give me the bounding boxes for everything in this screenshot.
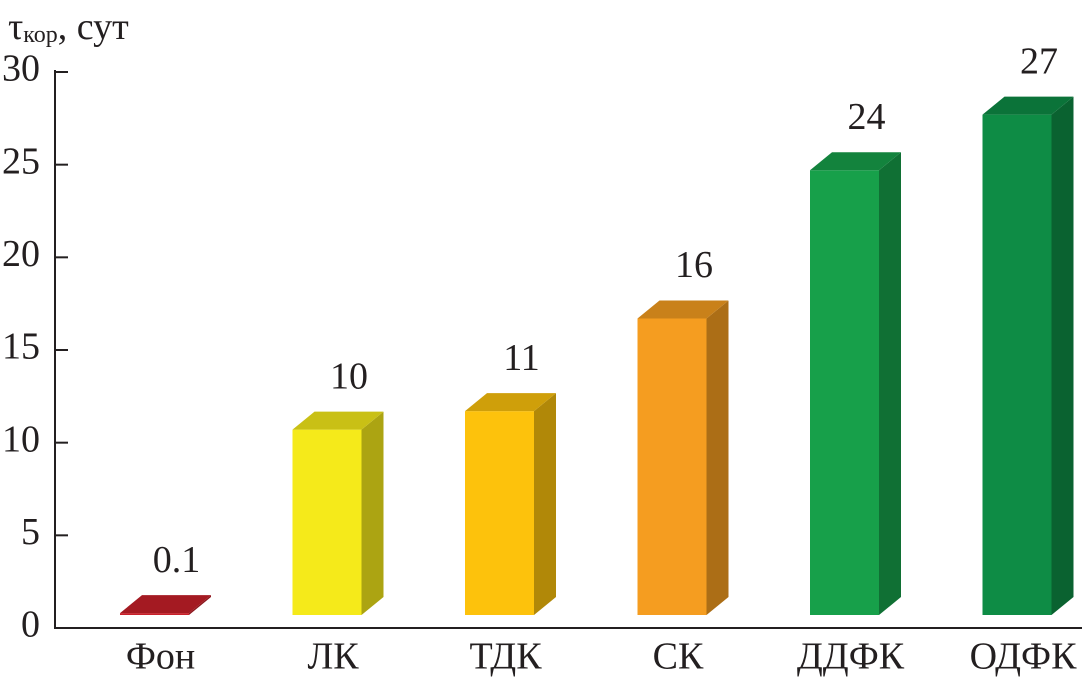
y-label-unit: , сут [58,6,129,48]
bar [465,393,556,615]
value-label: 10 [330,355,368,397]
bar-side [879,152,901,615]
bar-front [810,170,879,615]
y-tick-label: 30 [2,48,40,90]
value-label: 11 [503,337,540,379]
bar-side [361,411,384,615]
value-label: 27 [1020,40,1058,82]
bar-front [465,411,534,615]
y-tick-label: 20 [2,233,40,275]
bar-top [465,393,556,412]
y-axis-label: τкор, сут [8,6,129,48]
bar-front [292,429,362,615]
value-label: 24 [848,96,886,138]
bar-side [1051,96,1074,616]
x-tick-label: ДДФК [797,636,905,678]
y-tick-label: 10 [2,418,40,460]
y-tick-label: 0 [21,604,40,646]
x-tick-label: ОДФК [970,636,1077,678]
bar [120,595,211,615]
bar-side [534,393,556,615]
bar [637,300,729,615]
value-label: 16 [675,244,713,286]
y-tick-label: 5 [21,511,40,553]
bar [982,96,1074,616]
bar-top [982,96,1074,115]
x-tick-label: СК [653,636,704,678]
y-tick-label: 15 [2,326,40,368]
value-label: 0.1 [153,539,201,581]
y-label-symbol: τ [8,6,23,48]
bar-front [637,318,707,615]
x-tick-label: Фон [126,636,195,678]
bar-front [120,613,189,615]
y-tick-label: 25 [2,140,40,182]
bar-side [189,595,211,615]
bar [292,411,384,615]
x-tick-label: ЛК [307,636,359,678]
bar-top [120,595,211,614]
bar-front [982,114,1052,615]
bar-top [637,300,729,319]
y-label-subscript: кор [23,22,57,48]
bar-top [810,152,901,171]
bar-top [292,411,384,430]
x-tick-label: ТДК [469,636,542,678]
bar-side [706,300,729,615]
bar [810,152,901,615]
